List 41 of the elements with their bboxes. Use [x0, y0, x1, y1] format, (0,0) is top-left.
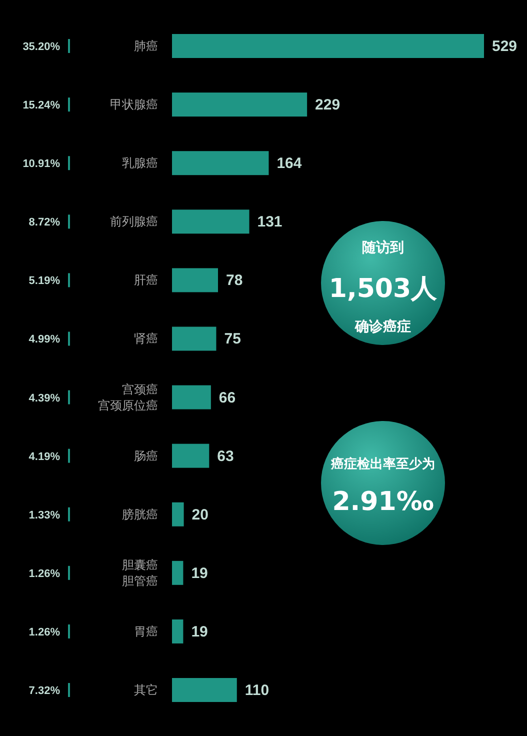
- annotation: 随访到: [362, 239, 404, 256]
- text: 4.99%: [28, 334, 60, 346]
- data-label: 229: [315, 96, 340, 114]
- text: 7.32%: [28, 685, 60, 697]
- y-tick-label: 乳腺癌: [122, 156, 158, 170]
- y-tick-label: 甲状腺癌: [110, 98, 158, 112]
- data-label: 78: [226, 272, 243, 290]
- y-tick-label: 肠癌: [134, 448, 158, 463]
- text: 8.72%: [28, 216, 60, 229]
- y-tick-label: 胆囊癌胆管癌: [122, 558, 158, 588]
- data-label: 529: [492, 38, 518, 55]
- y-tick-label: 肺癌: [134, 39, 158, 53]
- data-label: 20: [192, 506, 208, 524]
- data-label: 63: [217, 448, 234, 465]
- text: 35.20%: [22, 41, 60, 53]
- text: 4.19%: [28, 450, 60, 463]
- text: 15.24%: [22, 100, 60, 112]
- annotation: 确诊癌症: [354, 318, 411, 335]
- y-tick-label: 胃癌: [134, 624, 158, 638]
- data-label: 110: [244, 682, 270, 699]
- y-tick-label: 肾癌: [134, 332, 158, 346]
- data-label: 19: [191, 623, 208, 640]
- y-tick-label: 前列腺癌: [110, 214, 158, 229]
- text: 1.26%: [28, 568, 60, 580]
- annotation: 1,503人: [328, 274, 438, 304]
- y-tick-label: 膀胱癌: [122, 507, 158, 522]
- text: 10.91%: [22, 158, 60, 170]
- data-label: 19: [191, 564, 208, 582]
- data-label: 75: [224, 330, 241, 348]
- text: 4.39%: [28, 392, 60, 404]
- y-tick-label: 其它: [134, 683, 158, 697]
- y-tick-label: 宫颈癌宫颈原位癌: [98, 382, 158, 412]
- data-label: 131: [257, 214, 282, 231]
- y-tick-label: 肝癌: [134, 273, 158, 288]
- data-label: 164: [276, 155, 302, 172]
- text: 5.19%: [28, 275, 60, 288]
- annotation: 2.91‰: [332, 487, 434, 517]
- data-label: 66: [218, 389, 236, 406]
- text: 1.26%: [28, 626, 60, 638]
- annotation: 癌症检出率至少为: [330, 456, 435, 472]
- text: 1.33%: [28, 509, 60, 522]
